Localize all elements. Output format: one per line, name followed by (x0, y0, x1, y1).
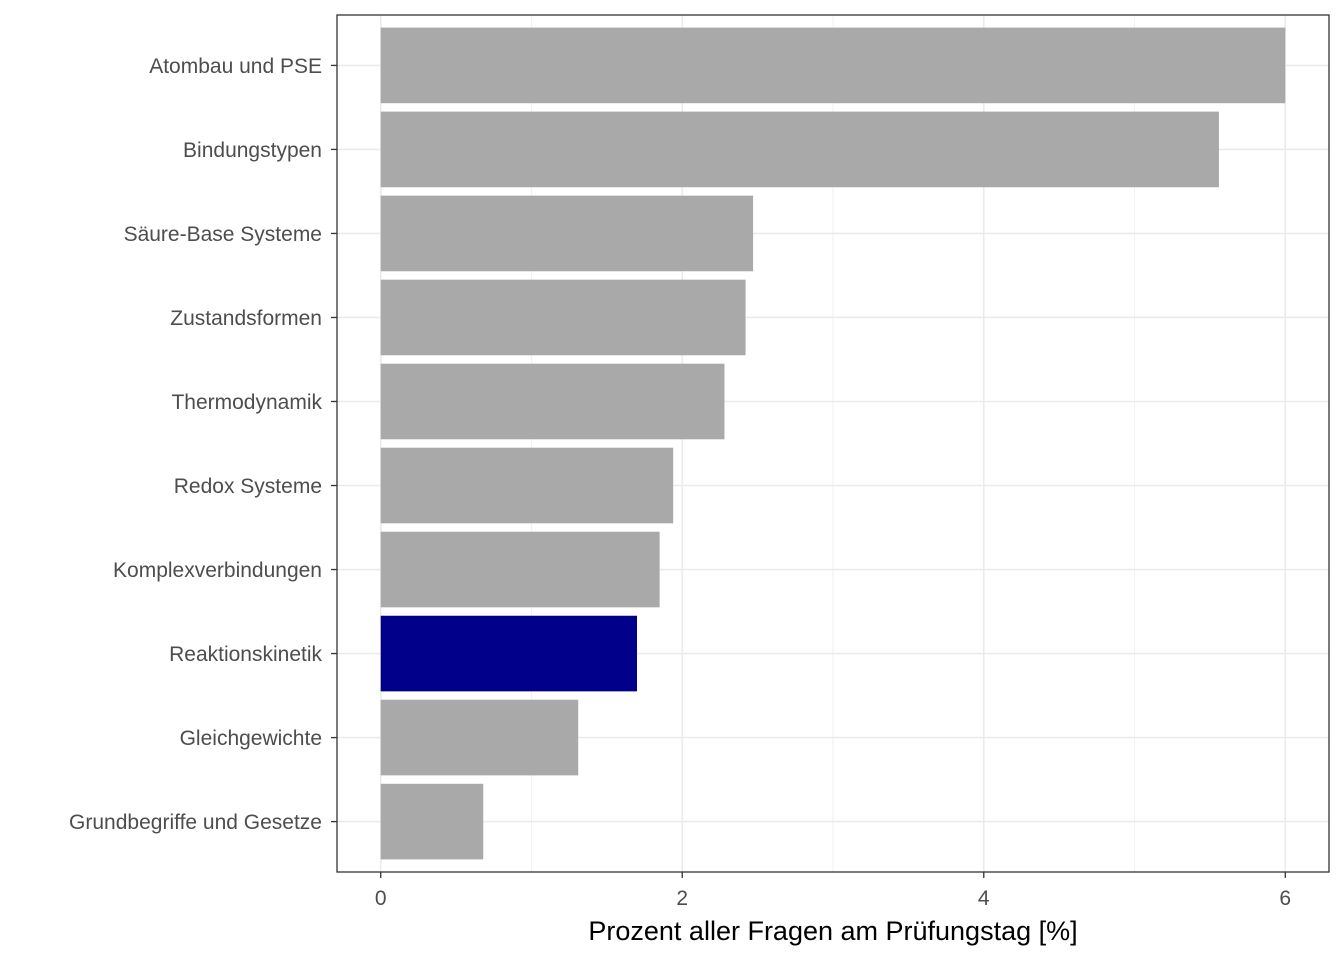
x-axis: 0 2 4 6 (375, 872, 1291, 910)
bar (380, 699, 579, 776)
y-tick-label: Komplexverbindungen (113, 559, 322, 582)
bar (380, 615, 638, 692)
bar (380, 195, 754, 272)
plot-panel-border (336, 14, 1330, 873)
y-tick-label: Atombau und PSE (149, 55, 322, 78)
y-axis: Atombau und PSE Bindungstypen Säure-Base S… (69, 55, 337, 834)
y-tick-label: Gleichgewichte (180, 727, 322, 750)
bar (380, 447, 674, 524)
bar (380, 783, 484, 860)
bar (380, 531, 660, 608)
x-tick-label: 4 (978, 887, 990, 910)
bars (380, 27, 1286, 860)
x-tick-label: 0 (375, 887, 387, 910)
y-tick-label: Redox Systeme (174, 475, 322, 498)
y-tick-label: Säure-Base Systeme (124, 223, 322, 246)
y-tick-label: Zustandsformen (170, 307, 322, 330)
x-tick-label: 6 (1279, 887, 1291, 910)
x-tick-label: 2 (676, 887, 688, 910)
y-tick-label: Thermodynamik (171, 391, 322, 414)
y-tick-label: Grundbegriffe und Gesetze (69, 811, 322, 834)
x-axis-title: Prozent aller Fragen am Prüfungstag [%] (588, 916, 1077, 946)
y-tick-label: Bindungstypen (183, 139, 322, 162)
bar (380, 363, 725, 440)
y-tick-label: Reaktionskinetik (169, 643, 322, 666)
bar (380, 111, 1219, 188)
bar (380, 279, 746, 356)
bar (380, 27, 1286, 104)
